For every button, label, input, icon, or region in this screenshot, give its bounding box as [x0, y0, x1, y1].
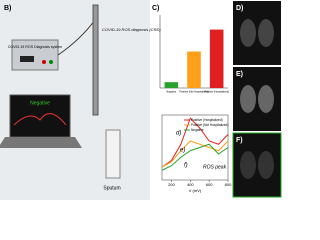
sample-label: Sputum: [103, 185, 120, 191]
annotation: ROS peak: [203, 164, 227, 170]
panel-label: C): [152, 5, 159, 12]
lung: [240, 19, 256, 47]
x-tick-label: 400: [187, 182, 194, 187]
screen-curve: [13, 113, 67, 126]
cable: [57, 19, 96, 56]
knob: [42, 60, 46, 64]
lung: [240, 151, 256, 179]
panel-label: F): [236, 137, 243, 144]
annotation: d): [176, 131, 181, 137]
screen-text: Negative: [30, 100, 50, 106]
line: [161, 143, 229, 171]
legend-label: Positive (Not Hospitalized): [191, 123, 228, 127]
device-box: [11, 39, 59, 71]
x-axis-label: V (mV): [189, 188, 202, 193]
x-tick-label: 600: [206, 182, 213, 187]
bar: [164, 82, 179, 88]
panel-label: E): [236, 71, 243, 78]
bar: [209, 29, 224, 89]
tube: [105, 129, 121, 179]
x-tick-label: Positive (Hospitalized): [204, 91, 229, 94]
lung: [258, 151, 274, 179]
panel-label: D): [236, 5, 243, 12]
legend-label: Positive (Hospitalized): [191, 118, 223, 122]
crd-label: COVID-19 ROS diagnosis (CRD): [102, 27, 161, 32]
lung: [258, 19, 274, 47]
x-tick-label: Positive (Not Hospitalized): [179, 91, 208, 94]
laptop-screen: [9, 94, 71, 138]
line: [161, 140, 229, 168]
lung: [258, 85, 274, 113]
annotation: e): [180, 148, 185, 154]
x-tick-label: 200: [168, 182, 175, 187]
lung: [240, 85, 256, 113]
figure: B) COVID-19 ROS Diagnosis system COVID-1…: [0, 0, 282, 200]
line: [161, 117, 229, 168]
annotation: f): [184, 163, 188, 169]
laptop-base: [0, 137, 82, 148]
x-tick-label: 800: [225, 182, 232, 187]
bar: [187, 51, 201, 88]
legend-label: Negative: [191, 128, 204, 132]
electrode: [92, 4, 99, 116]
x-tick-label: Negative: [166, 91, 176, 94]
device-label: COVID-19 ROS Diagnosis system: [8, 45, 63, 49]
panel-label: B): [4, 5, 11, 12]
ct-images: [232, 1, 282, 198]
device-display: [20, 56, 34, 62]
knob: [49, 60, 53, 64]
